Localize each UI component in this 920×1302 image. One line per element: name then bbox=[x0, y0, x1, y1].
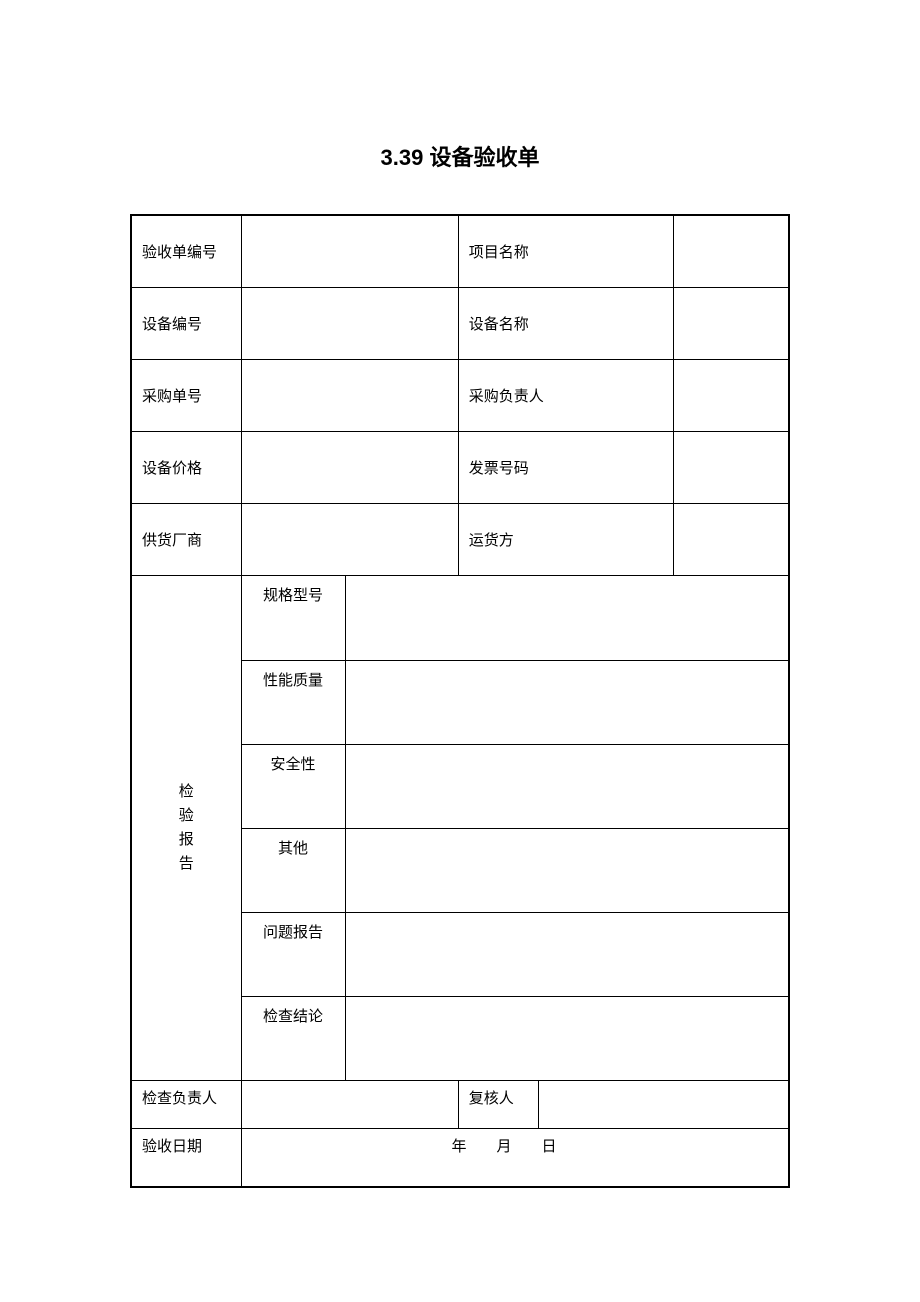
label-project-name: 项目名称 bbox=[458, 215, 673, 287]
label-purchase-owner: 采购负责人 bbox=[458, 359, 673, 431]
label-safety: 安全性 bbox=[241, 744, 345, 828]
label-issue-report: 问题报告 bbox=[241, 912, 345, 996]
value-conclusion[interactable] bbox=[345, 996, 789, 1080]
value-other[interactable] bbox=[345, 828, 789, 912]
value-supplier[interactable] bbox=[241, 503, 458, 575]
label-spec-model: 规格型号 bbox=[241, 575, 345, 660]
label-equipment-no: 设备编号 bbox=[131, 287, 241, 359]
form-title: 3.39 设备验收单 bbox=[130, 140, 790, 172]
label-supplier: 供货厂商 bbox=[131, 503, 241, 575]
value-inspector[interactable] bbox=[241, 1080, 458, 1128]
label-other: 其他 bbox=[241, 828, 345, 912]
label-conclusion: 检查结论 bbox=[241, 996, 345, 1080]
value-spec-model[interactable] bbox=[345, 575, 789, 660]
label-shipper: 运货方 bbox=[458, 503, 673, 575]
label-inspection-report: 检 验 报 告 bbox=[131, 575, 241, 1080]
value-project-name[interactable] bbox=[673, 215, 789, 287]
label-accept-date: 验收日期 bbox=[131, 1128, 241, 1187]
value-performance-quality[interactable] bbox=[345, 660, 789, 744]
label-invoice-no: 发票号码 bbox=[458, 431, 673, 503]
value-reviewer[interactable] bbox=[538, 1080, 789, 1128]
label-performance-quality: 性能质量 bbox=[241, 660, 345, 744]
value-purchase-owner[interactable] bbox=[673, 359, 789, 431]
label-inspector: 检查负责人 bbox=[131, 1080, 241, 1128]
label-reviewer: 复核人 bbox=[458, 1080, 538, 1128]
value-receipt-no[interactable] bbox=[241, 215, 458, 287]
value-shipper[interactable] bbox=[673, 503, 789, 575]
value-invoice-no[interactable] bbox=[673, 431, 789, 503]
value-equipment-no[interactable] bbox=[241, 287, 458, 359]
value-purchase-no[interactable] bbox=[241, 359, 458, 431]
value-accept-date[interactable]: 年 月 日 bbox=[241, 1128, 789, 1187]
acceptance-form-table: 验收单编号 项目名称 设备编号 设备名称 采购单号 采购负责人 设备价格 发票号… bbox=[130, 214, 790, 1188]
label-equipment-price: 设备价格 bbox=[131, 431, 241, 503]
label-receipt-no: 验收单编号 bbox=[131, 215, 241, 287]
value-issue-report[interactable] bbox=[345, 912, 789, 996]
value-safety[interactable] bbox=[345, 744, 789, 828]
value-equipment-name[interactable] bbox=[673, 287, 789, 359]
value-equipment-price[interactable] bbox=[241, 431, 458, 503]
label-equipment-name: 设备名称 bbox=[458, 287, 673, 359]
label-purchase-no: 采购单号 bbox=[131, 359, 241, 431]
